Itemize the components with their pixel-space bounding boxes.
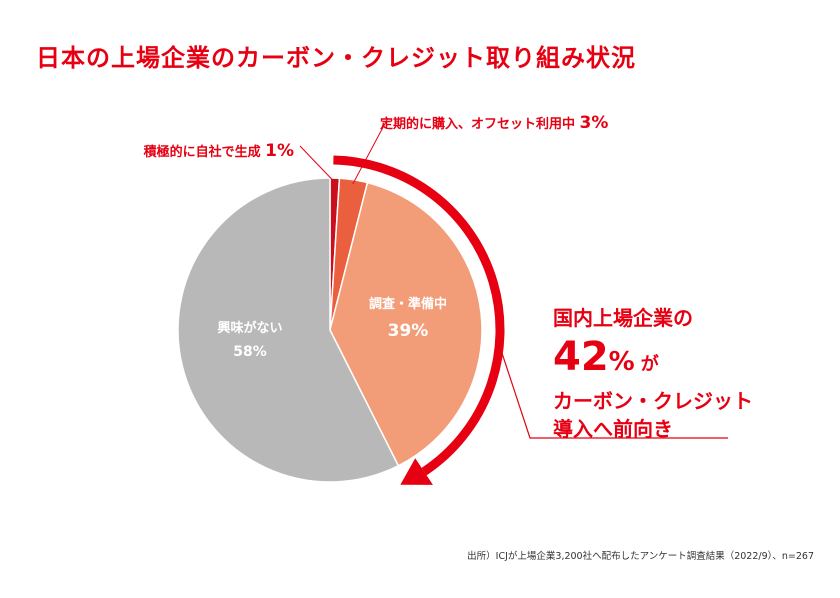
slice-labels: 積極的に自社で生成 1% 定期的に購入、オフセット利用中 3% 調査・準備中 39% 興… [143,113,609,360]
arc-arrow [333,155,505,485]
callout-number-line: 42% が [553,335,753,387]
callout-leader [498,344,728,439]
callout-line4: 導入へ前向き [553,417,673,441]
callout-suffix: が [640,354,659,375]
arc-arrow-head [400,458,433,485]
pie-slices [177,177,483,483]
slice-leader-1 [299,145,335,183]
source-note: 出所）ICJが上場企業3,200社へ配布したアンケート調査結果（2022/9）、… [467,551,814,562]
slice-leader-2 [352,117,389,185]
arc-arrow-shaft [333,155,505,476]
callout-line1: 国内上場企業の [553,306,693,330]
chart-title: 日本の上場企業のカーボン・クレジット取り組み状況 [36,44,636,72]
slice-label-1: 積極的に自社で生成 1% [143,141,294,161]
slice-label-3: 調査・準備中 [369,296,447,312]
callout: 国内上場企業の 42% が カーボン・クレジット 導入へ前向き [553,302,753,443]
slice-label-4: 興味がない [217,320,282,336]
leader-lines [299,117,728,439]
slice-label-2: 定期的に購入、オフセット利用中 3% [379,113,608,133]
pie-slice-3 [329,181,483,467]
slice-value-4: 58% [233,344,267,360]
callout-percent: % [608,347,635,377]
slice-value-3: 39% [388,321,429,341]
pie-slice-4 [177,177,400,483]
callout-number: 42 [553,334,609,380]
callout-line3: カーボン・クレジット [553,389,753,413]
